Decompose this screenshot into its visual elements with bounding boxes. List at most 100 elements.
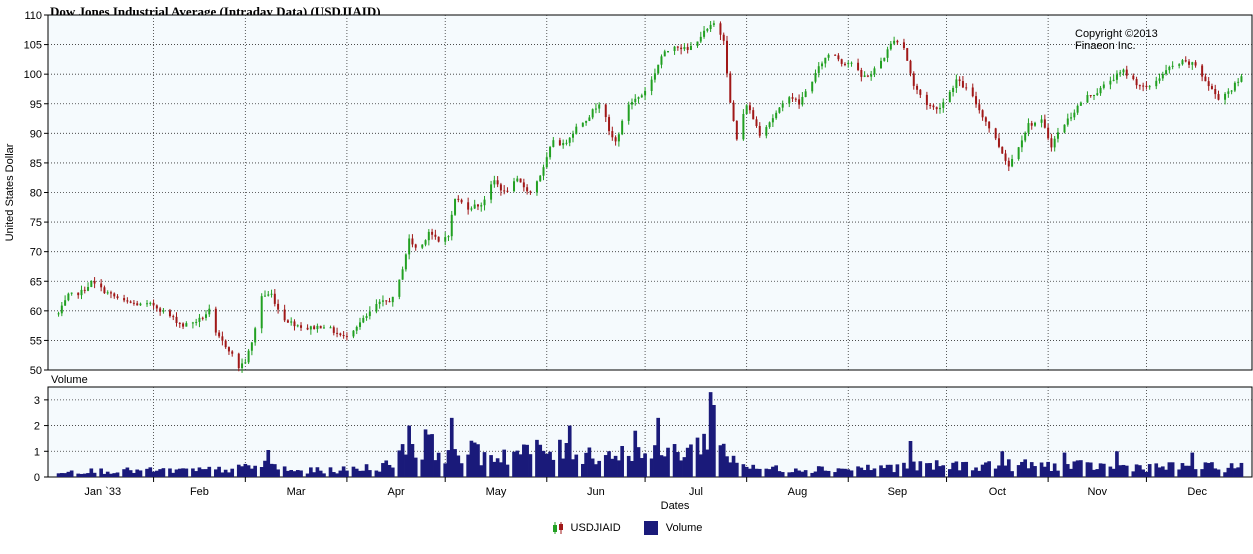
price-candle bbox=[1171, 65, 1174, 67]
volume-bar bbox=[951, 462, 955, 477]
price-candle bbox=[267, 294, 270, 296]
price-candle bbox=[850, 62, 853, 64]
volume-bar bbox=[1043, 466, 1047, 477]
price-candle bbox=[250, 342, 253, 351]
price-candle bbox=[411, 238, 414, 245]
price-candle bbox=[224, 340, 227, 348]
volume-bar bbox=[961, 462, 965, 477]
price-candle bbox=[273, 293, 276, 304]
volume-bar bbox=[56, 473, 61, 477]
volume-bar bbox=[502, 449, 507, 477]
volume-bar bbox=[1226, 467, 1231, 477]
volume-bar bbox=[240, 466, 244, 477]
price-candle bbox=[247, 350, 250, 363]
price-candle bbox=[496, 180, 499, 185]
volume-bar bbox=[1206, 462, 1211, 477]
volume-bar bbox=[1223, 472, 1227, 477]
volume-bar bbox=[892, 472, 896, 477]
price-candle bbox=[634, 98, 637, 103]
volume-bar bbox=[423, 429, 428, 477]
price-candle bbox=[67, 293, 70, 301]
price-candle bbox=[965, 87, 968, 89]
volume-bar bbox=[443, 463, 448, 477]
price-candle bbox=[801, 96, 804, 105]
volume-bar bbox=[810, 472, 815, 477]
volume-bar bbox=[905, 468, 910, 477]
volume-bar bbox=[679, 460, 683, 477]
price-candle bbox=[1050, 138, 1053, 148]
price-candle bbox=[663, 51, 666, 57]
price-candle bbox=[57, 313, 60, 315]
volume-bar bbox=[1010, 471, 1014, 477]
volume-bar bbox=[941, 465, 946, 477]
x-tick-label: Aug bbox=[788, 486, 808, 498]
volume-bar bbox=[368, 470, 372, 477]
x-tick-label: Jan `33 bbox=[84, 486, 121, 498]
price-candle bbox=[60, 305, 63, 314]
volume-bar bbox=[918, 461, 923, 477]
volume-bar bbox=[833, 472, 837, 477]
volume-bar bbox=[446, 450, 451, 477]
price-candle bbox=[1224, 93, 1227, 100]
price-candle bbox=[562, 143, 565, 146]
volume-bar bbox=[659, 455, 664, 477]
volume-bar bbox=[495, 458, 500, 477]
price-candle bbox=[703, 30, 706, 37]
price-candle bbox=[136, 303, 139, 306]
price-candle bbox=[591, 109, 594, 118]
price-candle bbox=[427, 231, 430, 241]
volume-bar bbox=[567, 425, 572, 477]
volume-bar bbox=[764, 468, 769, 477]
volume-bar bbox=[109, 473, 113, 477]
price-candle bbox=[1207, 81, 1210, 87]
price-candle bbox=[1168, 66, 1171, 71]
volume-bar bbox=[1052, 463, 1057, 477]
volume-bar bbox=[125, 467, 130, 477]
x-tick-label: Feb bbox=[190, 486, 209, 498]
price-candle bbox=[106, 292, 109, 294]
price-candle bbox=[1079, 102, 1082, 106]
price-candle bbox=[765, 127, 768, 136]
price-candle bbox=[709, 24, 712, 30]
volume-bar bbox=[957, 470, 962, 477]
volume-bar bbox=[584, 452, 588, 477]
volume-bar bbox=[820, 466, 824, 477]
copyright-line-2: Finaeon Inc. bbox=[1075, 40, 1136, 52]
volume-series bbox=[56, 392, 1244, 477]
price-candle bbox=[798, 99, 801, 105]
volume-bar bbox=[685, 447, 690, 477]
volume-bar bbox=[548, 451, 552, 477]
volume-bar bbox=[882, 468, 887, 477]
price-candle bbox=[526, 187, 529, 192]
price-candle bbox=[791, 97, 794, 99]
price-candle bbox=[90, 281, 93, 287]
volume-bar bbox=[662, 456, 667, 477]
price-candle bbox=[1099, 87, 1102, 94]
price-candle bbox=[218, 332, 221, 337]
price-candle bbox=[1158, 78, 1161, 81]
volume-bar bbox=[780, 472, 785, 477]
volume-bar bbox=[649, 458, 654, 477]
price-candle bbox=[1132, 75, 1135, 80]
volume-bar bbox=[1095, 469, 1100, 477]
volume-bar bbox=[869, 470, 874, 477]
price-candle bbox=[182, 323, 185, 327]
volume-bar bbox=[1118, 465, 1123, 477]
volume-bar bbox=[1213, 468, 1218, 477]
x-tick-label: Mar bbox=[287, 486, 306, 498]
volume-bar bbox=[1088, 462, 1093, 477]
price-candle bbox=[847, 62, 850, 65]
volume-bar bbox=[453, 449, 457, 477]
price-candle bbox=[1092, 95, 1095, 97]
price-candle bbox=[958, 79, 961, 82]
volume-bar bbox=[558, 439, 562, 477]
price-candle bbox=[873, 68, 876, 75]
price-candle bbox=[336, 332, 339, 334]
price-candle bbox=[726, 40, 729, 74]
price-candle bbox=[100, 283, 103, 288]
volume-bar bbox=[695, 437, 700, 477]
volume-bar bbox=[155, 470, 159, 477]
price-candle bbox=[513, 181, 516, 192]
price-candle bbox=[938, 107, 941, 110]
volume-bar bbox=[476, 444, 480, 477]
